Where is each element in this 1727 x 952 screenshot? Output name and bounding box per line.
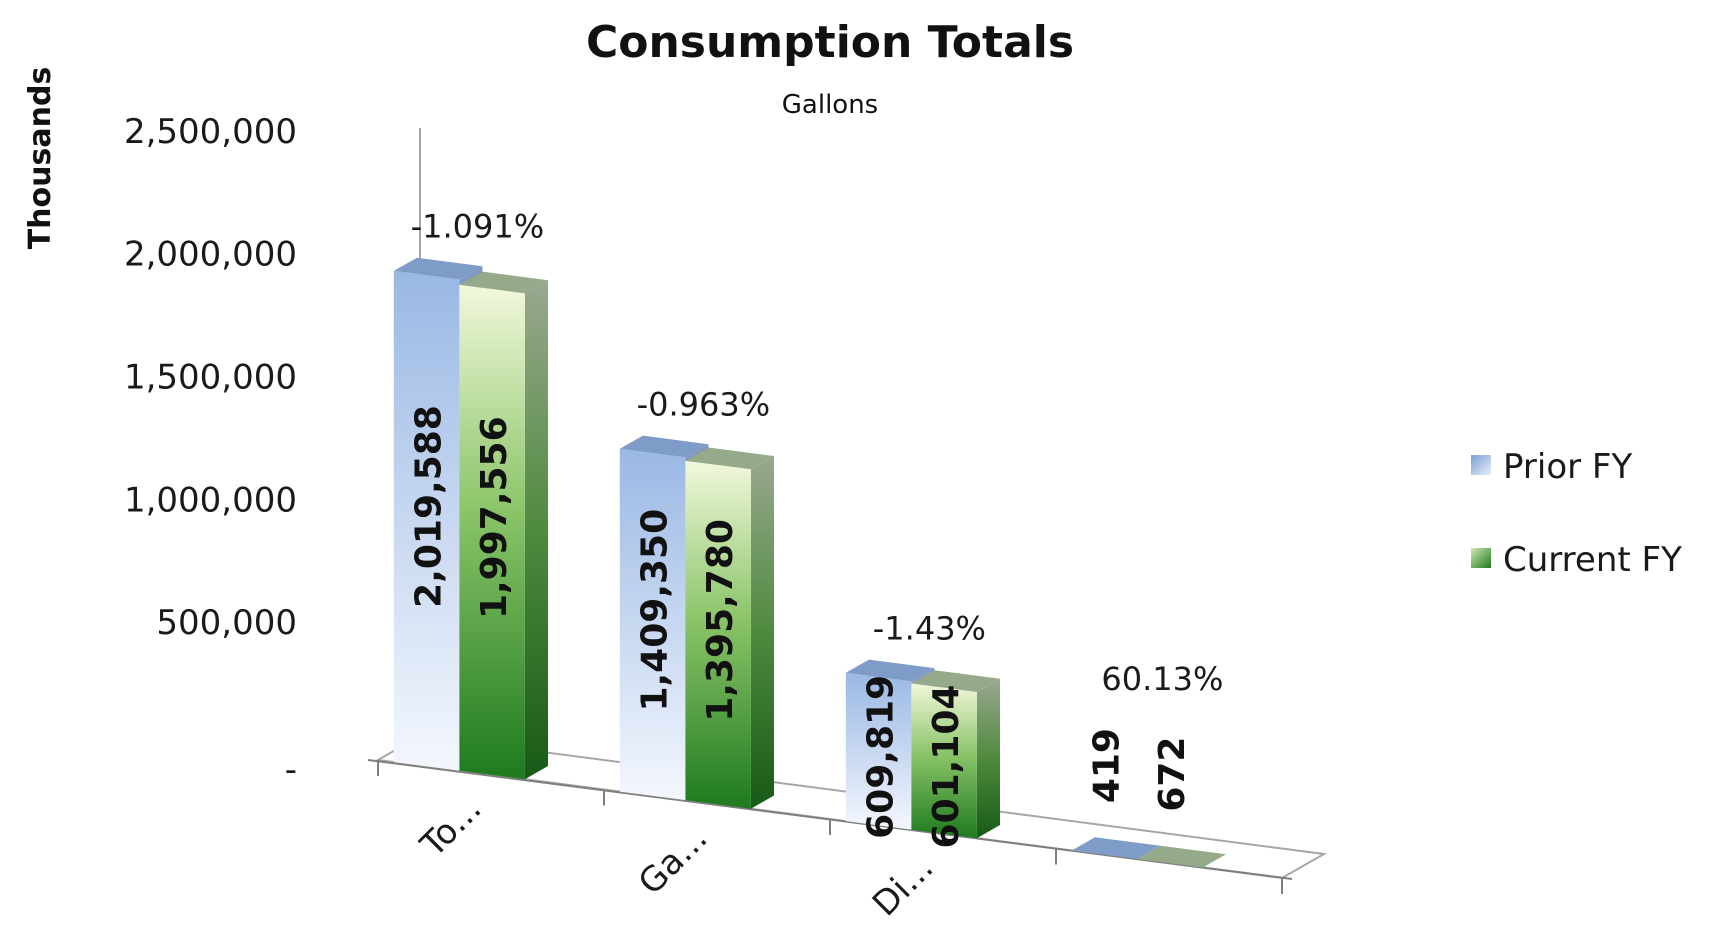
bar-front <box>911 683 977 839</box>
bar-top <box>845 659 935 682</box>
bars-group <box>393 257 1226 868</box>
percent-change-annotation: 60.13% <box>1101 660 1223 698</box>
y-tick-label: 1,000,000 <box>124 480 297 520</box>
bar-top <box>459 271 548 294</box>
bar-value-label: 1,395,780 <box>700 519 741 722</box>
y-tick-label: 500,000 <box>156 603 297 643</box>
bar-front <box>393 270 460 771</box>
chart-subtitle: Gallons <box>782 90 878 120</box>
bar-side <box>976 678 1000 839</box>
y-tick-label: 1,500,000 <box>124 358 297 398</box>
bar-value-label: 609,819 <box>861 675 902 839</box>
bar-value-label: 2,019,588 <box>409 405 450 608</box>
x-tick-label: Di... <box>865 848 941 924</box>
y-tick-label: 2,000,000 <box>124 235 297 275</box>
percent-change-annotation: -0.963% <box>637 385 771 423</box>
bar-side <box>524 280 548 780</box>
bar-value-label: 1,997,556 <box>474 416 515 619</box>
legend-swatch-current-fy <box>1471 548 1491 568</box>
legend-label-prior-fy: Prior FY <box>1503 447 1632 487</box>
bar-current-fy-3 <box>1137 845 1226 868</box>
legend-label-current-fy: Current FY <box>1503 540 1682 580</box>
bar-front <box>685 460 751 809</box>
labels-group: 2,019,588 1,997,556 -1.091% 1,409,350 1,395,… <box>409 207 1224 848</box>
bar-current-fy-2 <box>911 670 1000 839</box>
percent-change-annotation: -1.091% <box>411 207 545 245</box>
bar-current-fy-0 <box>459 271 548 780</box>
bar-top <box>393 257 483 280</box>
bar-top <box>911 670 1000 692</box>
y-tick-label: 2,500,000 <box>124 112 297 152</box>
legend: Prior FY Current FY <box>1471 447 1682 580</box>
bar-front <box>845 672 912 830</box>
bar-top <box>1137 845 1226 868</box>
x-tick-label: Ga... <box>631 818 716 903</box>
bar-value-label: 601,104 <box>926 685 967 849</box>
x-tick-label: To... <box>413 789 490 866</box>
bar-value-label: 419 <box>1087 728 1128 803</box>
percent-change-annotation: -1.43% <box>873 609 986 647</box>
bar-current-fy-1 <box>685 447 774 809</box>
bar-prior-fy-3 <box>1071 837 1161 859</box>
bar-value-label: 1,409,350 <box>635 509 676 712</box>
bar-top <box>685 447 774 470</box>
bar-side <box>750 456 774 809</box>
bar-top <box>619 435 709 458</box>
y-tick-label: - <box>285 750 297 790</box>
bar-value-label: 672 <box>1152 737 1193 812</box>
bar-front <box>459 284 525 780</box>
bar-front <box>619 448 686 801</box>
y-axis-label: Thousands <box>23 67 58 250</box>
bar-top <box>1071 837 1161 859</box>
chart-title: Consumption Totals <box>586 17 1074 68</box>
legend-swatch-prior-fy <box>1471 455 1491 475</box>
